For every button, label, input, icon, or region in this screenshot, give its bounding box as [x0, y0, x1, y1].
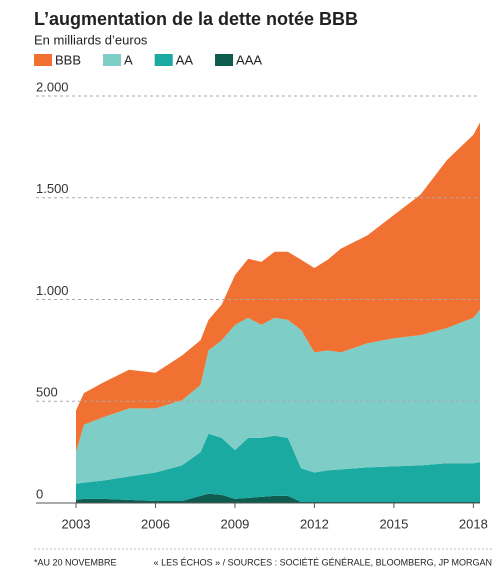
x-tick-label: 2018	[459, 516, 488, 531]
source: « LES ÉCHOS » / SOURCES : SOCIÉTÉ GÉNÉRA…	[154, 557, 492, 567]
area	[76, 122, 480, 453]
chart-subtitle: En milliards d’euros	[34, 32, 148, 47]
y-tick-label: 0	[36, 486, 43, 501]
y-tick-label: 500	[36, 385, 58, 400]
x-tick-label: 2012	[300, 516, 329, 531]
x-tick-label: 2009	[220, 516, 249, 531]
legend-swatch	[215, 54, 234, 66]
legend-label: AA	[176, 52, 194, 67]
x-tick-label: 2015	[379, 516, 408, 531]
area	[76, 433, 480, 502]
y-tick-label: 1.000	[36, 283, 69, 298]
legend-label: AAA	[236, 52, 262, 67]
legend-label: BBB	[55, 52, 81, 67]
legend-label: A	[124, 52, 133, 67]
legend-swatch	[103, 54, 122, 66]
x-tick-label: 2006	[141, 516, 170, 531]
area	[76, 493, 480, 503]
chart-title: L’augmentation de la dette notée BBB	[34, 9, 358, 29]
footnote: *AU 20 NOVEMBRE	[34, 557, 117, 567]
area	[76, 309, 480, 484]
legend-swatch	[34, 54, 52, 66]
y-tick-label: 2.000	[36, 79, 69, 94]
x-tick-label: 2003	[62, 516, 91, 531]
y-tick-label: 1.500	[36, 181, 69, 196]
legend-swatch	[154, 54, 173, 66]
